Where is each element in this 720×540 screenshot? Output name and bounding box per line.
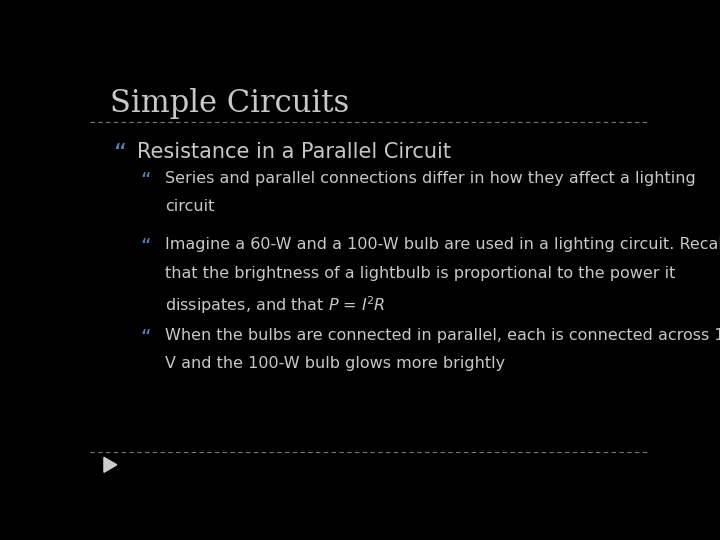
Text: Series and parallel connections differ in how they affect a lighting: Series and parallel connections differ i…	[166, 171, 696, 186]
Polygon shape	[104, 457, 117, 472]
Text: that the brightness of a lightbulb is proportional to the power it: that the brightness of a lightbulb is pr…	[166, 266, 675, 281]
Text: circuit: circuit	[166, 199, 215, 214]
Text: “: “	[140, 171, 150, 190]
Text: When the bulbs are connected in parallel, each is connected across 120: When the bulbs are connected in parallel…	[166, 328, 720, 342]
Text: V and the 100-W bulb glows more brightly: V and the 100-W bulb glows more brightly	[166, 356, 505, 371]
Text: dissipates, and that $\mathit{P}$ = $\mathit{I}$$^2$$\mathit{R}$: dissipates, and that $\mathit{P}$ = $\ma…	[166, 294, 386, 315]
Text: Simple Circuits: Simple Circuits	[109, 87, 348, 119]
Text: Resistance in a Parallel Circuit: Resistance in a Parallel Circuit	[138, 141, 451, 161]
Text: “: “	[140, 328, 150, 347]
Text: “: “	[114, 141, 127, 166]
Text: Imagine a 60-W and a 100-W bulb are used in a lighting circuit. Recall: Imagine a 60-W and a 100-W bulb are used…	[166, 238, 720, 252]
Text: “: “	[140, 238, 150, 256]
